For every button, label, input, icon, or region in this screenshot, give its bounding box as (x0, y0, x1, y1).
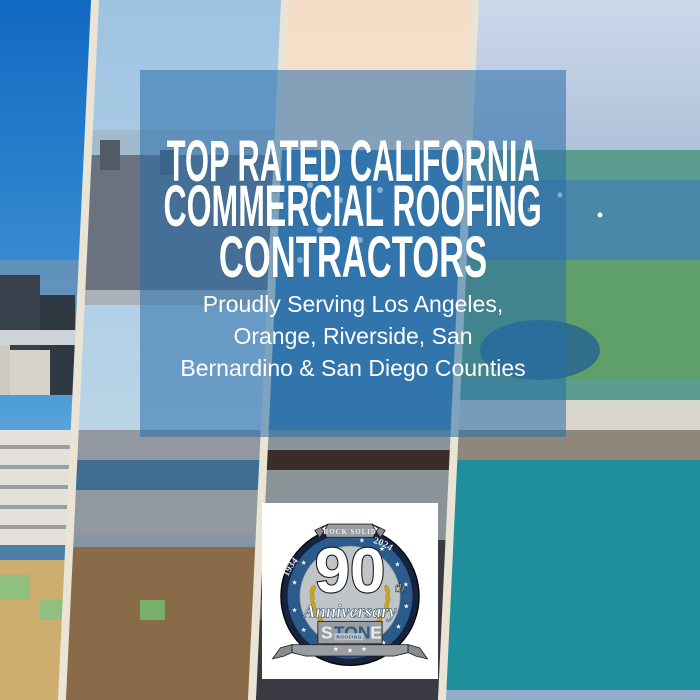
svg-text:S: S (321, 623, 333, 643)
svg-text:E: E (370, 623, 382, 643)
svg-text:ROOFING: ROOFING (336, 635, 362, 641)
svg-text:90: 90 (315, 536, 385, 606)
svg-text:Anniversary: Anniversary (302, 601, 397, 621)
svg-text:th: th (395, 581, 405, 595)
svg-text:ROCK SOLID: ROCK SOLID (323, 528, 377, 536)
